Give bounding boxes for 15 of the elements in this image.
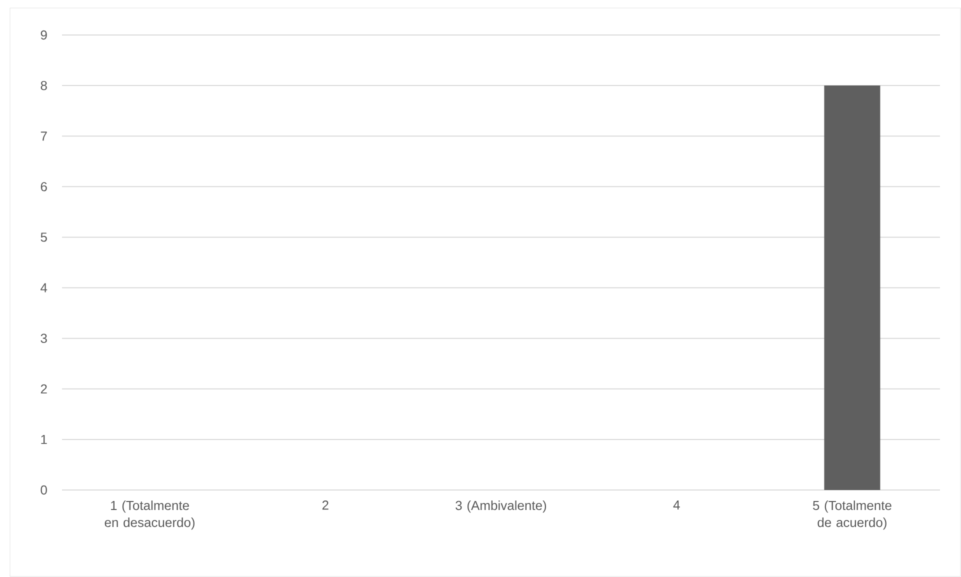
y-tick-label: 3 [40,334,47,343]
y-tick-label: 0 [40,485,47,495]
x-tick-label: 1 (Totalmente en desacuerdo) [104,500,194,530]
y-tick-label: 9 [40,30,47,40]
y-tick-label: 6 [40,182,47,192]
x-tick-label: 4 [673,500,680,510]
y-tick-label: 4 [40,283,48,292]
y-tick-label: 7 [40,132,47,141]
y-tick-label: 8 [40,80,47,90]
y-tick-label: 1 [41,434,47,444]
x-tick-label: 5 (Totalmente de acuerdo) [812,500,892,530]
y-tick-label: 5 [40,232,47,242]
y-tick-label: 2 [40,384,47,394]
x-tick-label: 2 [322,500,328,510]
x-tick-label: 3 (Ambivalente) [456,500,546,513]
